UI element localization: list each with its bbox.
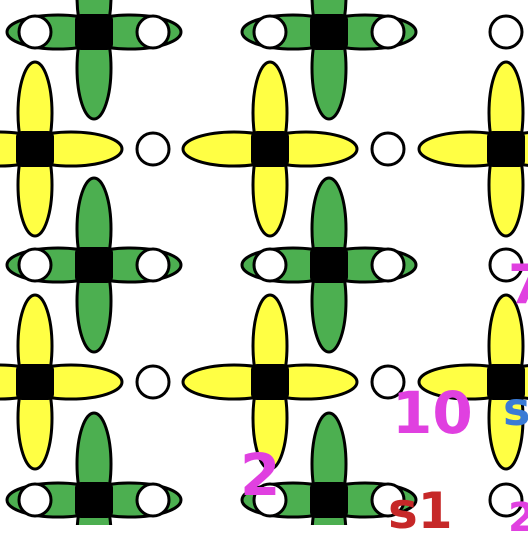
lattice-node-circle <box>135 14 171 50</box>
cross-center <box>75 14 113 50</box>
lattice-node-circle <box>370 247 406 283</box>
yellow-cross <box>181 60 359 238</box>
lattice-node-circle <box>17 247 53 283</box>
label-2: 2 <box>240 441 281 509</box>
cross-center <box>16 131 54 167</box>
green-cross <box>240 176 418 354</box>
cross-center <box>310 482 348 518</box>
label-edge-partial: 2 <box>508 495 528 541</box>
label-s1: s1 <box>388 482 453 540</box>
lattice-node-circle <box>135 364 171 400</box>
label-10: 10 <box>392 379 473 447</box>
yellow-cross <box>417 293 528 471</box>
lattice-node-circle <box>370 14 406 50</box>
cross-center <box>487 364 525 400</box>
yellow-cross <box>0 60 124 238</box>
lattice-node-circle <box>488 247 524 283</box>
lattice-node-circle <box>135 482 171 518</box>
cross-center <box>310 247 348 283</box>
lattice-node-circle <box>488 14 524 50</box>
lattice-node-circle <box>135 247 171 283</box>
lattice-node-circle <box>252 14 288 50</box>
cross-center <box>487 131 525 167</box>
lattice-node-circle <box>252 247 288 283</box>
lattice-node-circle <box>370 482 406 518</box>
cross-center <box>75 482 113 518</box>
lattice-node-circle <box>252 482 288 518</box>
label-s: s <box>503 382 528 436</box>
label-7: 7 <box>508 253 528 316</box>
cross-center <box>310 14 348 50</box>
cross-center <box>75 247 113 283</box>
lattice-node-circle <box>488 482 524 518</box>
lattice-node-circle <box>135 131 171 167</box>
yellow-cross <box>0 293 124 471</box>
lattice-node-circle <box>17 14 53 50</box>
cross-center <box>251 364 289 400</box>
cross-center <box>251 131 289 167</box>
yellow-cross <box>417 60 528 238</box>
lattice-node-circle <box>370 364 406 400</box>
lattice-node-circle <box>17 482 53 518</box>
lattice-node-circle <box>370 131 406 167</box>
cross-center <box>16 364 54 400</box>
yellow-cross <box>181 293 359 471</box>
